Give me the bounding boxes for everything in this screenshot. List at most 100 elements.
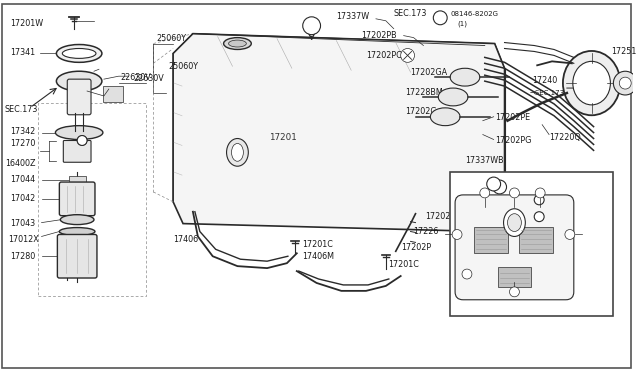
Text: 17342: 17342 [10,127,35,136]
Text: VIEW: VIEW [455,180,483,189]
Circle shape [620,77,631,89]
Text: 17251: 17251 [611,47,637,56]
Text: 17012X: 17012X [8,235,38,244]
Text: SEC.173: SEC.173 [5,105,38,114]
Polygon shape [173,54,183,214]
Ellipse shape [232,144,243,161]
Text: 17044: 17044 [10,174,35,183]
Text: 17337W: 17337W [337,12,369,21]
Text: 08146-8202G: 08146-8202G [450,11,498,17]
Text: 25060Y: 25060Y [156,34,186,43]
Text: 17043: 17043 [10,219,35,228]
FancyBboxPatch shape [58,234,97,278]
Text: B: B [497,185,502,189]
Circle shape [462,269,472,279]
Text: 17341: 17341 [10,48,35,57]
FancyBboxPatch shape [103,86,123,102]
Circle shape [509,188,520,198]
Ellipse shape [563,51,620,115]
FancyBboxPatch shape [67,79,91,115]
Text: 17337WA: 17337WA [465,173,503,182]
Text: 17406: 17406 [173,235,198,244]
Text: 17337WB: 17337WB [465,156,504,165]
Ellipse shape [60,215,94,225]
Polygon shape [173,33,504,231]
Text: 17202PB: 17202PB [361,31,397,40]
Ellipse shape [223,38,252,49]
Circle shape [493,180,506,194]
Polygon shape [173,33,504,78]
Ellipse shape [62,48,96,58]
FancyBboxPatch shape [63,141,91,162]
Text: 17201C: 17201C [301,240,333,249]
Ellipse shape [228,40,246,47]
FancyBboxPatch shape [455,195,574,300]
FancyBboxPatch shape [2,4,631,368]
Text: 17042: 17042 [10,194,35,203]
FancyBboxPatch shape [450,172,613,315]
Circle shape [401,48,415,62]
Text: c: c [538,231,541,236]
Circle shape [535,188,545,198]
Ellipse shape [508,214,522,231]
Text: 17202PF: 17202PF [465,189,500,198]
Text: A: A [310,23,314,28]
Circle shape [613,71,637,95]
Circle shape [303,17,321,35]
Circle shape [534,195,544,205]
Text: →SEC.173: →SEC.173 [529,90,564,96]
Text: 17270: 17270 [10,139,35,148]
Text: B: B [438,15,442,20]
Text: J172000B: J172000B [573,305,609,311]
Text: 17202GA: 17202GA [411,68,448,77]
Text: 17202P: 17202P [401,243,431,252]
Text: .....17243MB: .....17243MB [547,231,588,237]
Circle shape [480,188,490,198]
Text: b: b [465,272,468,276]
Ellipse shape [60,228,95,235]
Circle shape [77,135,87,145]
Text: .....17243MA: .....17243MA [547,214,588,220]
Text: c: c [456,232,458,237]
Circle shape [433,11,447,25]
Text: a: a [537,198,541,202]
FancyBboxPatch shape [520,227,553,253]
Text: 17220Q: 17220Q [549,133,581,142]
Text: 16400Z: 16400Z [5,159,35,168]
Text: 17202PA: 17202PA [426,212,461,221]
Text: 17280: 17280 [10,252,35,261]
Text: 17406M: 17406M [301,252,333,261]
Circle shape [509,287,520,297]
FancyBboxPatch shape [68,176,86,185]
FancyBboxPatch shape [474,227,508,253]
Text: 17202G: 17202G [406,107,437,116]
Text: b: b [537,214,541,219]
Ellipse shape [56,126,103,140]
Text: (1): (1) [513,191,522,197]
Ellipse shape [56,71,102,91]
Text: 17202PC: 17202PC [366,51,402,60]
Circle shape [565,230,575,240]
Text: 17202PD: 17202PD [450,205,486,214]
Circle shape [534,212,544,222]
Text: 17201W: 17201W [10,19,43,28]
Text: 25060Y: 25060Y [168,62,198,71]
Text: b: b [513,289,516,294]
FancyBboxPatch shape [60,182,95,216]
Text: 17240: 17240 [532,76,557,85]
FancyBboxPatch shape [498,267,531,287]
Text: (1): (1) [457,20,467,27]
Text: SEC.173: SEC.173 [394,9,427,18]
Ellipse shape [504,209,525,237]
Circle shape [487,177,500,191]
Text: 17201C: 17201C [388,260,419,269]
Ellipse shape [450,68,480,86]
Ellipse shape [430,108,460,126]
Circle shape [77,135,87,145]
Ellipse shape [573,61,611,105]
Text: 17202PE: 17202PE [495,113,530,122]
Polygon shape [183,68,504,217]
Text: a: a [513,190,516,195]
Text: 22630V: 22630V [121,73,152,82]
Text: a: a [538,190,542,195]
